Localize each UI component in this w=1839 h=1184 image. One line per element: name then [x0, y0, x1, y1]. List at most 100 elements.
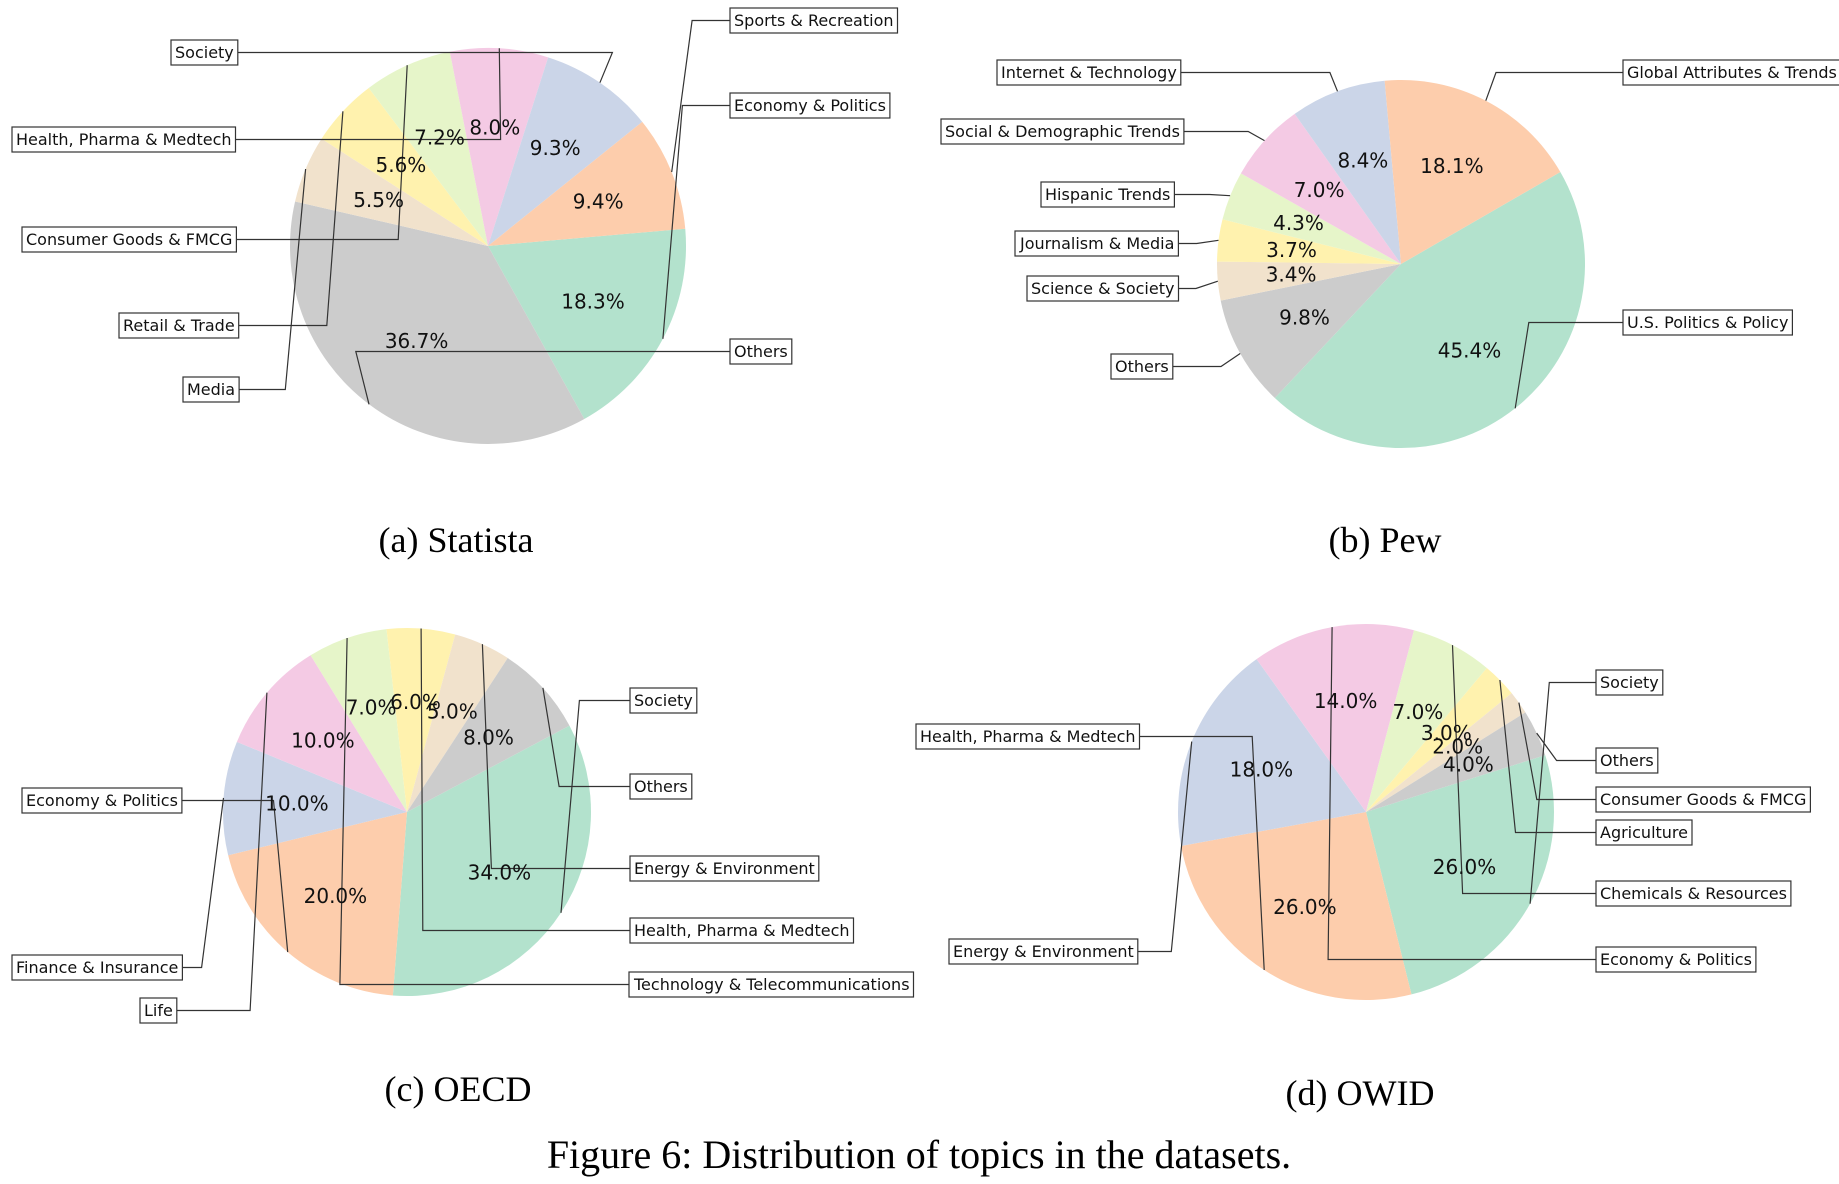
slice-society [392, 725, 591, 997]
label-box-health-pharma-medtech [11, 126, 237, 153]
category-label-u-s-politics-policy: U.S. Politics & Policy [1627, 313, 1788, 332]
slice-technology-telecommunications [310, 629, 407, 812]
label-box-others [729, 338, 793, 365]
caption-statista: (a) Statista [379, 520, 534, 560]
slice-u-s-politics-policy [1274, 172, 1586, 449]
value-label-consumer-goods-fmcg: 7.2% [414, 126, 465, 150]
value-label-health-pharma-medtech: 26.0% [1273, 895, 1337, 919]
slice-media [295, 138, 488, 246]
category-label-consumer-goods-fmcg: Consumer Goods & FMCG [26, 230, 232, 249]
leader-line-agriculture [1499, 679, 1596, 834]
label-box-chemicals-resources [1595, 880, 1792, 907]
value-label-others: 8.0% [463, 726, 514, 750]
category-label-retail-trade: Retail & Trade [123, 316, 235, 335]
category-label-health-pharma-medtech: Health, Pharma & Medtech [16, 130, 232, 149]
value-label-energy-environment: 5.0% [427, 699, 478, 723]
label-box-technology-telecommunications [628, 971, 915, 998]
label-box-consumer-goods-fmcg [21, 226, 237, 253]
leader-line-consumer-goods-fmcg [1518, 702, 1596, 801]
value-label-energy-environment: 18.0% [1230, 758, 1294, 782]
label-box-global-attributes-trends [1622, 59, 1839, 86]
label-box-internet-technology [996, 59, 1182, 86]
leader-line-economy-politics [1327, 627, 1596, 961]
label-box-others [629, 773, 693, 800]
leader-line-society [560, 699, 630, 913]
category-label-chemicals-resources: Chemicals & Resources [1600, 884, 1787, 903]
leader-line-media [239, 168, 307, 391]
label-box-others [1595, 747, 1659, 774]
category-label-journalism-media: Journalism & Media [1019, 234, 1174, 253]
slice-economy-politics [1256, 624, 1415, 812]
category-label-media: Media [187, 380, 235, 399]
label-box-energy-environment [629, 855, 820, 882]
leader-line-hispanic-trends [1174, 193, 1231, 197]
slice-agriculture [1366, 667, 1512, 812]
label-box-economy-politics [1595, 946, 1757, 973]
leader-line-others [1172, 353, 1241, 368]
caption-owid: (d) OWID [1286, 1073, 1435, 1113]
leader-line-consumer-goods-fmcg [236, 65, 408, 241]
slice-energy-environment [1178, 659, 1366, 846]
slice-economy-politics [228, 812, 407, 996]
pie-chart-owid: Society Health, Pharma & Medtech Energy & … [915, 624, 1811, 1113]
category-label-technology-telecommunications: Technology & Telecommunications [633, 975, 910, 994]
label-box-economy-politics [729, 92, 891, 119]
label-box-economy-politics [21, 787, 183, 814]
value-label-economy-politics: 18.3% [561, 290, 625, 314]
label-box-society [170, 39, 239, 66]
value-label-u-s-politics-policy: 45.4% [1438, 339, 1502, 363]
value-label-internet-technology: 8.4% [1337, 148, 1388, 172]
category-label-society: Society [175, 43, 234, 62]
category-label-society: Society [634, 691, 693, 710]
value-label-media: 5.5% [353, 188, 404, 212]
slice-science-society [1217, 261, 1401, 301]
category-label-health-pharma-medtech: Health, Pharma & Medtech [920, 727, 1136, 746]
label-box-agriculture [1595, 819, 1693, 846]
label-box-energy-environment [948, 938, 1139, 965]
category-label-others: Others [634, 777, 688, 796]
slice-hispanic-trends [1222, 173, 1401, 264]
category-label-hispanic-trends: Hispanic Trends [1045, 185, 1170, 204]
value-label-society: 9.3% [530, 136, 581, 160]
label-box-media [182, 376, 240, 403]
slice-health-pharma-medtech [449, 48, 549, 246]
category-label-others: Others [734, 342, 788, 361]
label-box-retail-trade [118, 312, 240, 339]
category-label-society: Society [1600, 673, 1659, 692]
leader-line-science-society [1178, 280, 1218, 290]
leader-line-energy-environment [481, 644, 630, 870]
value-label-others: 4.0% [1443, 753, 1494, 777]
value-label-economy-politics: 14.0% [1314, 689, 1378, 713]
slice-consumer-goods-fmcg [368, 51, 488, 246]
category-label-agriculture: Agriculture [1600, 823, 1688, 842]
slice-society [488, 57, 643, 246]
value-label-economy-politics: 20.0% [304, 884, 368, 908]
label-box-hispanic-trends [1040, 181, 1175, 208]
value-label-agriculture: 3.0% [1421, 721, 1472, 745]
category-label-energy-environment: Energy & Environment [634, 859, 815, 878]
label-box-science-society [1026, 275, 1180, 302]
leader-line-journalism-media [1178, 239, 1219, 245]
slice-chemicals-resources [1366, 630, 1487, 812]
leader-line-health-pharma-medtech [235, 48, 502, 141]
category-label-others: Others [1115, 357, 1169, 376]
category-label-life: Life [144, 1001, 173, 1020]
label-box-sports-recreation [729, 7, 899, 34]
value-label-sports-recreation: 9.4% [573, 190, 624, 214]
value-label-others: 36.7% [385, 329, 449, 353]
pie-chart-statista: Economy & Politics Others Media Retail & Tr… [11, 7, 899, 560]
leader-line-energy-environment [1137, 741, 1193, 953]
slice-internet-technology [1294, 80, 1401, 264]
label-box-journalism-media [1014, 230, 1179, 257]
category-label-economy-politics: Economy & Politics [734, 96, 886, 115]
leader-line-retail-trade [238, 111, 344, 327]
value-label-social-demographic-trends: 7.0% [1294, 178, 1345, 202]
leader-line-health-pharma-medtech [1139, 735, 1265, 971]
category-label-consumer-goods-fmcg: Consumer Goods & FMCG [1600, 790, 1806, 809]
slice-others [407, 658, 570, 812]
leader-line-economy-politics [181, 799, 289, 953]
slice-energy-environment [407, 634, 508, 812]
slice-finance-insurance [222, 741, 407, 856]
category-label-social-demographic-trends: Social & Demographic Trends [945, 122, 1180, 141]
